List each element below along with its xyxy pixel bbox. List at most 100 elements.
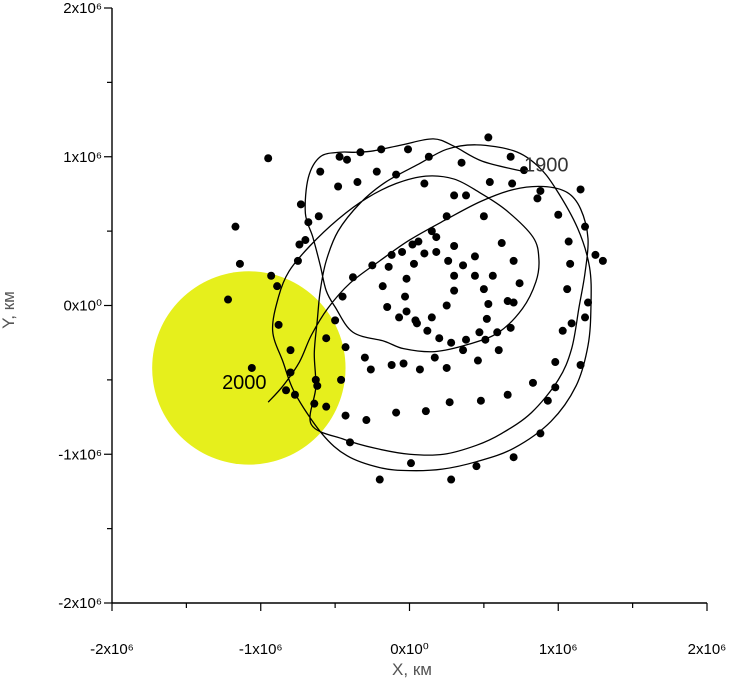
trajectory-marker xyxy=(479,212,488,221)
trajectory-marker xyxy=(427,313,436,322)
trajectory-marker xyxy=(584,298,592,307)
trajectory-marker xyxy=(346,438,354,447)
trajectory-marker xyxy=(503,297,512,306)
trajectory-marker xyxy=(338,292,347,301)
trajectory-marker xyxy=(404,145,413,154)
trajectory-marker xyxy=(484,133,493,142)
trajectory-marker xyxy=(322,402,331,411)
trajectory-marker xyxy=(506,152,515,161)
trajectory-marker xyxy=(551,358,560,367)
trajectory-marker xyxy=(432,233,441,242)
trajectory-marker xyxy=(395,313,404,322)
trajectory-marker xyxy=(494,346,503,355)
trajectory-marker xyxy=(273,282,282,291)
trajectory-marker xyxy=(224,295,233,304)
trajectory-marker xyxy=(459,261,468,270)
trajectory-marker xyxy=(515,279,524,288)
trajectory-marker xyxy=(313,381,322,390)
trajectory-marker xyxy=(442,363,451,372)
trajectory-marker xyxy=(493,328,502,337)
trajectory-marker xyxy=(322,334,331,343)
trajectory-marker xyxy=(554,210,563,219)
trajectory-marker xyxy=(274,320,283,329)
label-layer: 1900 2000 xyxy=(222,155,568,394)
y-axis-label: Y, км xyxy=(0,291,18,329)
trajectory-layer xyxy=(267,138,592,472)
trajectory-marker xyxy=(444,256,453,265)
trajectory-marker xyxy=(335,152,344,161)
trajectory-marker xyxy=(485,178,494,187)
trajectory-marker xyxy=(402,307,411,316)
trajectory-marker xyxy=(383,302,392,311)
x-tick-label: 1x10⁶ xyxy=(539,641,578,658)
trajectory-marker xyxy=(432,247,441,256)
trajectory-marker xyxy=(447,475,456,484)
trajectory-marker xyxy=(450,191,459,200)
trajectory-marker xyxy=(304,218,313,227)
y-tick-label: -2x10⁶ xyxy=(58,595,102,612)
trajectory-marker xyxy=(235,259,244,268)
trajectory-marker xyxy=(377,145,386,154)
trajectory-marker xyxy=(341,411,350,420)
trajectory-marker xyxy=(462,335,471,344)
trajectory-marker xyxy=(420,249,429,258)
trajectory-marker xyxy=(482,314,491,323)
trajectory-marker xyxy=(301,236,310,245)
trajectory-marker xyxy=(331,316,340,325)
trajectory-marker xyxy=(488,271,497,280)
trajectory-marker xyxy=(310,399,319,408)
trajectory-marker xyxy=(528,378,537,387)
trajectory-marker xyxy=(481,335,490,344)
trajectory-marker xyxy=(360,353,369,362)
trajectory-marker xyxy=(508,179,517,188)
trajectory-marker xyxy=(353,178,362,187)
trajectory-marker xyxy=(423,326,432,335)
axes: -2x10⁶ -1x10⁶ 0x10⁰ 1x10⁶ 2x10⁶ 2x10⁶ 1x10⁶ 0x1… xyxy=(58,0,726,658)
trajectory-marker xyxy=(457,158,466,167)
trajectory-marker xyxy=(435,334,444,343)
trajectory-marker xyxy=(509,256,518,265)
trajectory-marker xyxy=(401,292,410,301)
trajectory-marker xyxy=(314,212,323,221)
trajectory-marker xyxy=(447,338,456,347)
y-tick-label: 0x10⁰ xyxy=(63,298,102,315)
trajectory-marker xyxy=(581,222,590,231)
trajectory-marker xyxy=(475,328,484,337)
marker-layer xyxy=(224,133,607,484)
trajectory-marker xyxy=(343,155,352,164)
y-tick-label: 1x10⁶ xyxy=(63,149,102,166)
trajectory-marker xyxy=(296,200,305,209)
trajectory-marker xyxy=(424,152,433,161)
trajectory-marker xyxy=(293,256,302,265)
trajectory-marker xyxy=(459,346,468,355)
trajectory-marker xyxy=(581,313,590,322)
year-annotation: 2000 xyxy=(222,372,267,394)
trajectory-marker xyxy=(470,252,479,261)
trajectory-marker xyxy=(356,148,365,157)
trajectory-marker xyxy=(264,154,273,163)
trajectory-marker xyxy=(290,390,299,399)
x-tick-label: 0x10⁰ xyxy=(390,641,429,658)
trajectory-marker xyxy=(247,363,256,372)
trajectory-marker xyxy=(476,396,485,405)
trajectory-marker xyxy=(392,170,401,179)
trajectory-marker xyxy=(375,475,384,484)
trajectory-marker xyxy=(415,365,424,374)
trajectory-marker xyxy=(462,191,471,200)
x-tick-label: -2x10⁶ xyxy=(90,641,134,658)
trajectory-marker xyxy=(368,261,377,270)
trajectory-marker xyxy=(387,361,396,369)
trajectory-marker xyxy=(470,271,479,280)
trajectory-marker xyxy=(378,282,387,291)
trajectory-marker xyxy=(341,343,350,352)
trajectory-marker xyxy=(409,259,418,268)
trajectory-marker xyxy=(473,356,482,365)
trajectory-marker xyxy=(402,274,411,283)
trajectory-marker xyxy=(387,250,396,259)
trajectory-marker xyxy=(267,271,276,280)
trajectory-marker xyxy=(399,359,408,368)
trajectory-marker xyxy=(348,273,357,282)
trajectory-marker xyxy=(442,301,451,310)
trajectory-marker xyxy=(406,459,415,468)
trajectory-marker xyxy=(567,319,576,328)
